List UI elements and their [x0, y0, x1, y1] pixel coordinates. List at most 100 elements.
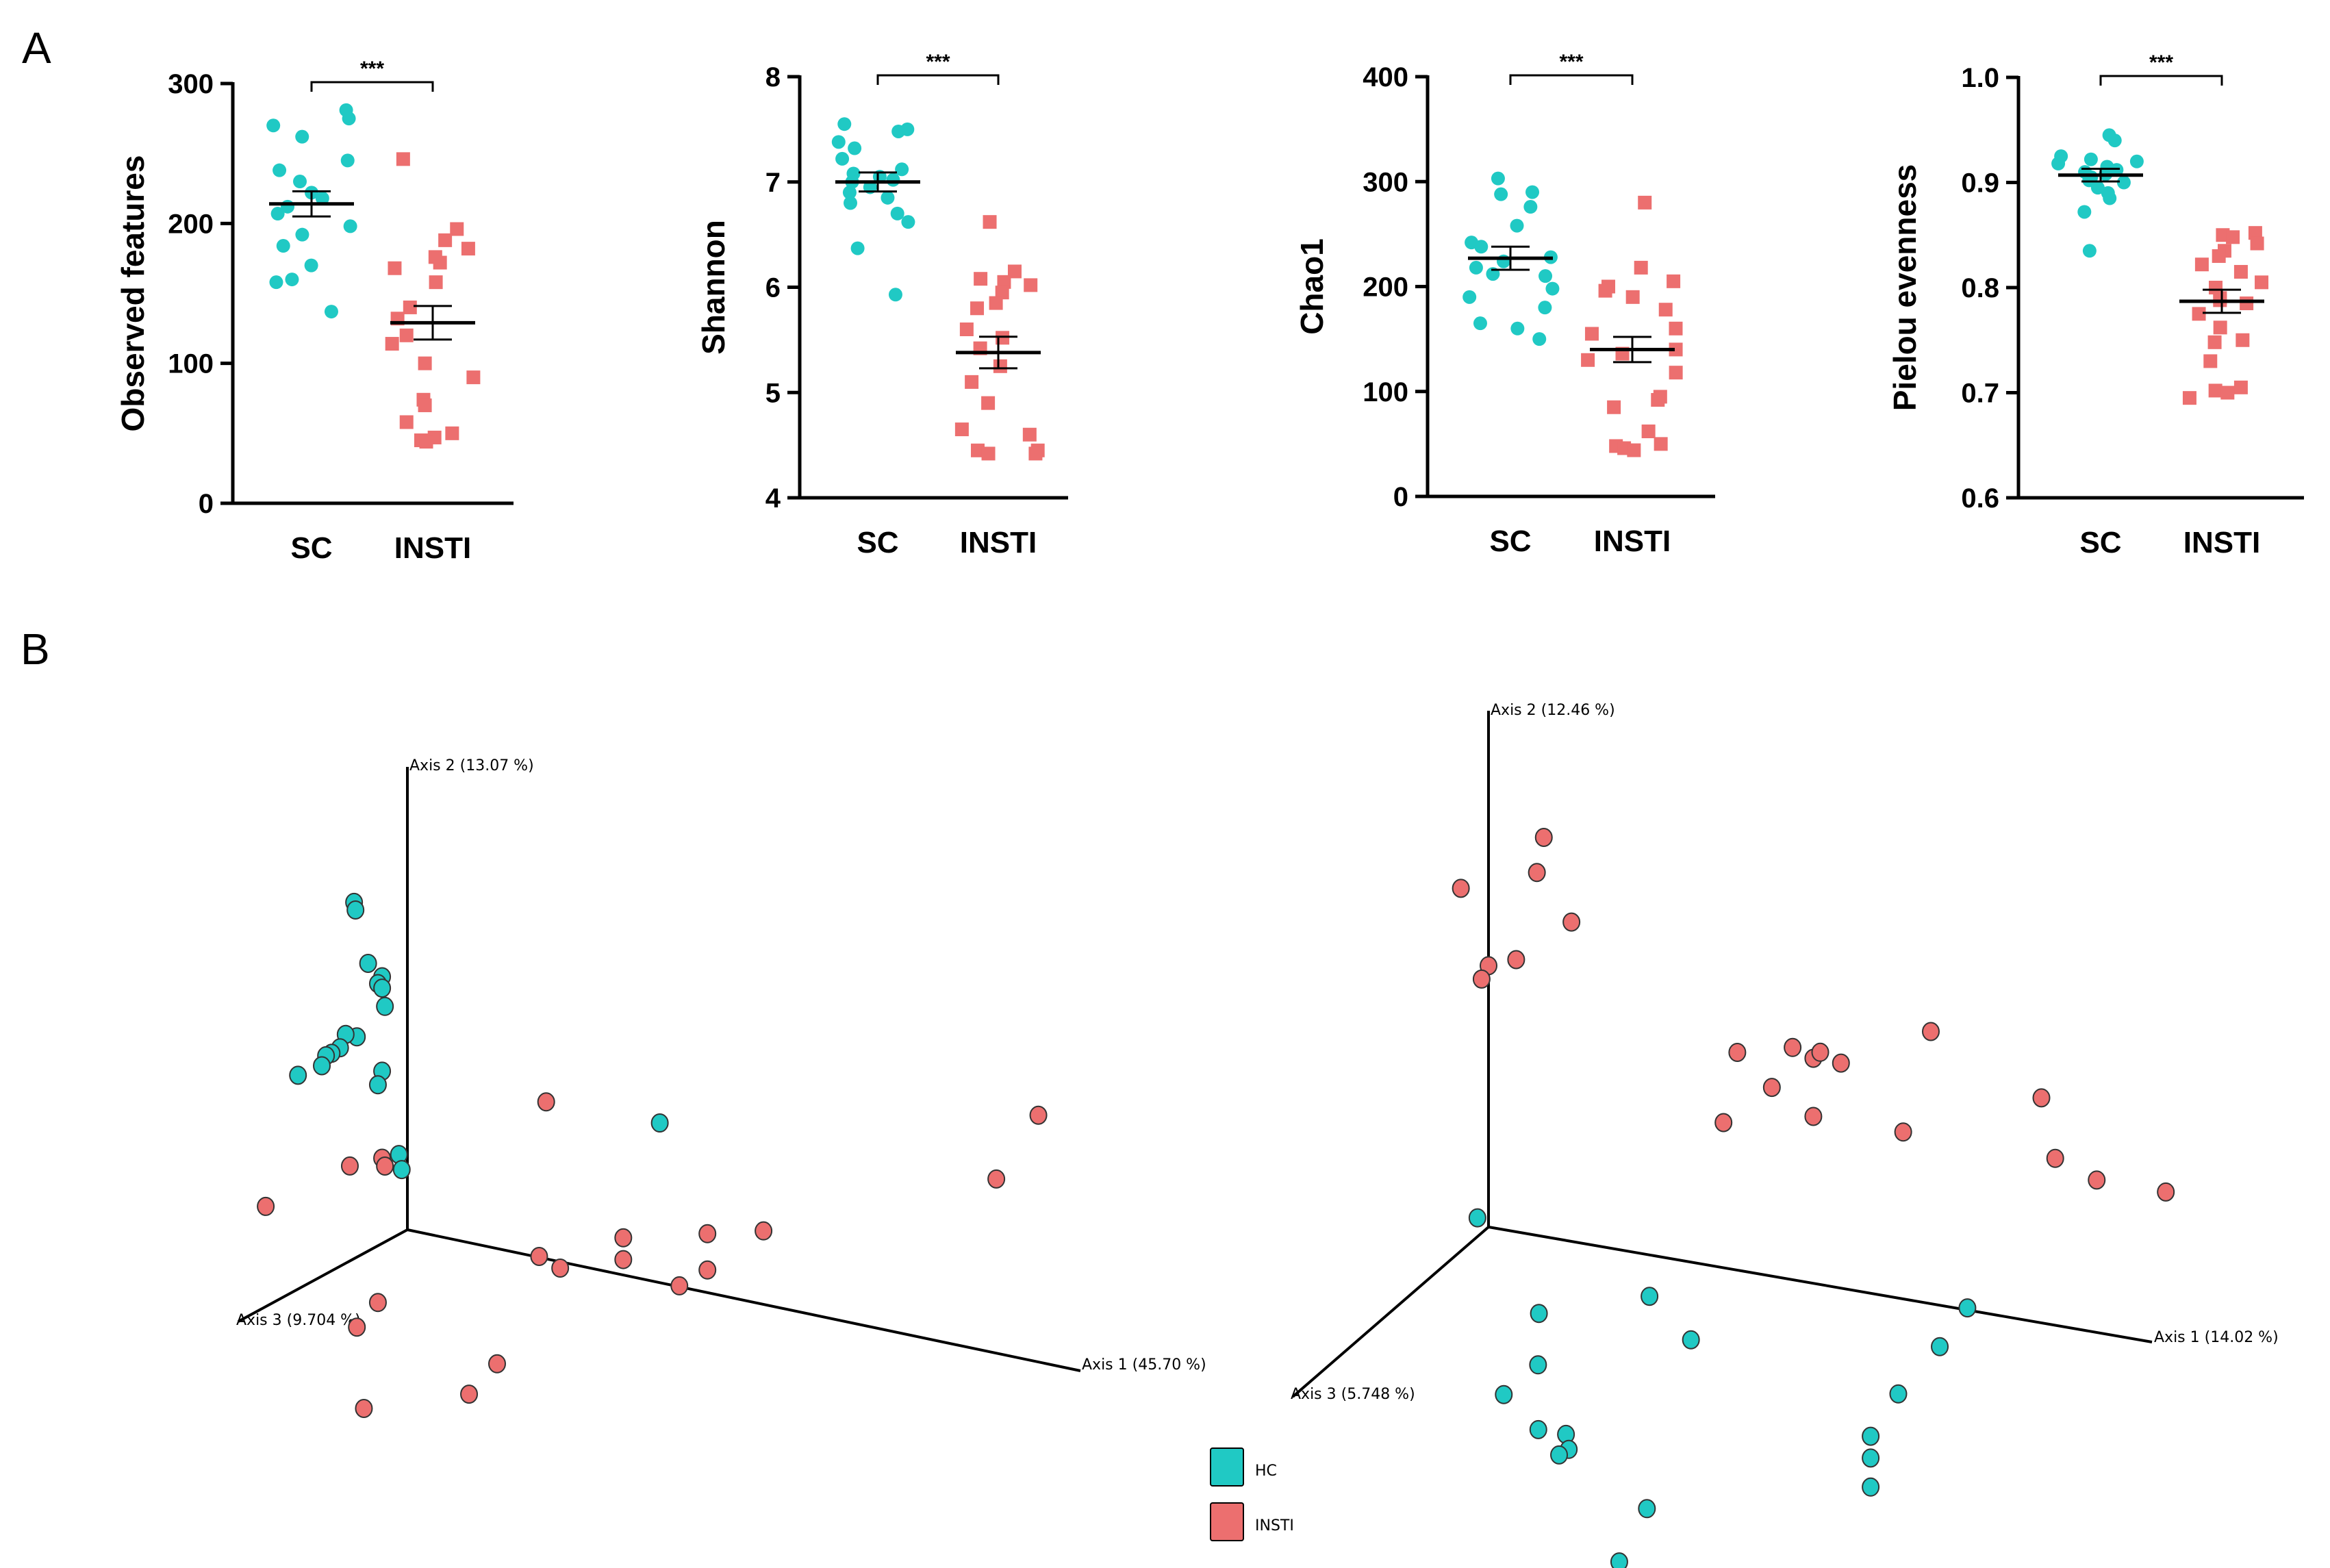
data-point-sc: [2116, 175, 2131, 190]
pcoa-plot-2: Axis 1 (14.02 %) Axis 2 (12.46 %) Axis 3 (…: [1291, 702, 2279, 1568]
pcoa-point-hc: [1495, 1384, 1513, 1404]
pcoa-point-hc: [1889, 1384, 1908, 1404]
x-category-label: SC: [857, 526, 898, 559]
significance-stars: ***: [2149, 51, 2173, 74]
pcoa-point-insti: [1528, 863, 1546, 883]
y-tick-label: 300: [1363, 167, 1408, 197]
pcoa-point-insti: [488, 1354, 507, 1374]
data-point-insti: [2226, 230, 2240, 244]
data-point-insti: [403, 300, 417, 314]
data-point-sc: [1525, 185, 1540, 199]
y-tick-label: 5: [765, 378, 781, 408]
significance-stars: ***: [1559, 51, 1583, 73]
pcoa-point-insti: [987, 1169, 1006, 1189]
pcoa-plot-1: Axis 1 (45.70 %) Axis 2 (13.07 %) Axis 3 (…: [236, 757, 1206, 1418]
data-point-insti: [2192, 307, 2206, 321]
legend: HC INSTI: [1210, 1447, 1294, 1541]
pcoa-point-hc: [1468, 1208, 1486, 1228]
pcoa-point-insti: [1922, 1022, 1940, 1041]
pcoa-point-hc: [376, 996, 394, 1016]
data-point-sc: [890, 206, 904, 220]
data-point-insti: [2248, 226, 2262, 240]
data-point-insti: [965, 375, 979, 389]
data-point-sc: [1538, 269, 1553, 283]
data-point-insti: [2240, 296, 2254, 311]
alpha-diversity-plots: 0 100 200 300 SC INSTI Observed features *** 4 5 6…: [115, 51, 2304, 565]
data-point-insti: [1022, 427, 1037, 442]
pcoa-point-hc: [289, 1065, 307, 1085]
data-point-sc: [1545, 281, 1560, 296]
pcoa-point-insti: [1714, 1113, 1733, 1133]
pcoa-point-insti: [1894, 1122, 1912, 1142]
significance-stars: ***: [360, 58, 384, 80]
pcoa-point-insti: [257, 1196, 275, 1216]
pcoa-point-hc: [373, 978, 392, 998]
panel-label-b: B: [21, 624, 50, 674]
data-point-insti: [399, 415, 414, 429]
data-point-insti: [433, 255, 447, 270]
panel-label-a: A: [22, 23, 51, 73]
y-tick-label: 200: [168, 209, 214, 239]
data-point-insti: [2209, 281, 2223, 294]
pcoa-point-hc: [392, 1160, 411, 1180]
pcoa-axis-2-label: Axis 2 (13.07 %): [409, 757, 534, 774]
data-point-insti: [388, 261, 402, 275]
data-point-sc: [273, 163, 287, 177]
data-point-insti: [1024, 278, 1038, 292]
dot-plot-2: 4 5 6 7 8 SC INSTI Shannon ***: [696, 51, 1068, 559]
data-point-insti: [445, 426, 459, 440]
data-point-insti: [2203, 354, 2218, 368]
pcoa-point-insti: [2046, 1148, 2064, 1168]
data-point-insti: [2250, 236, 2264, 251]
y-tick-label: 6: [765, 273, 781, 303]
data-point-insti: [970, 301, 985, 316]
data-point-sc: [2107, 134, 2122, 148]
pcoa-point-insti: [1507, 950, 1525, 970]
pcoa-point-hc: [1958, 1298, 1977, 1318]
data-point-sc: [342, 112, 356, 126]
pcoa-point-insti: [1472, 969, 1491, 989]
pcoa-point-hc: [313, 1056, 331, 1076]
x-category-label: SC: [290, 531, 332, 565]
data-point-sc: [266, 118, 281, 133]
data-point-sc: [1474, 240, 1489, 254]
data-point-insti: [1669, 366, 1683, 380]
significance-bracket: [876, 74, 1000, 85]
data-point-insti: [1641, 424, 1656, 438]
pcoa-point-insti: [348, 1317, 366, 1337]
pcoa-point-insti: [1534, 828, 1553, 847]
data-point-insti: [1651, 393, 1665, 407]
data-point-insti: [2207, 335, 2222, 349]
data-point-insti: [1627, 443, 1641, 457]
x-category-label: INSTI: [960, 526, 1037, 559]
pcoa-point-insti: [1804, 1107, 1823, 1126]
pcoa-point-insti: [614, 1228, 633, 1248]
data-point-insti: [1658, 303, 1673, 317]
data-point-insti: [385, 337, 399, 351]
pcoa-point-insti: [1811, 1042, 1829, 1062]
significance-bracket: [1509, 74, 1634, 85]
data-point-insti: [1634, 260, 1648, 275]
pcoa-point-insti: [1832, 1053, 1850, 1073]
pcoa-point-insti: [1452, 878, 1470, 898]
pcoa-point-hc: [346, 900, 365, 920]
data-point-insti: [2236, 333, 2250, 347]
pcoa-point-hc: [359, 954, 377, 974]
data-point-insti: [461, 242, 475, 256]
data-point-sc: [293, 175, 307, 189]
data-point-sc: [901, 215, 915, 229]
pcoa-point-hc: [1610, 1552, 1628, 1568]
data-point-sc: [315, 191, 329, 205]
data-point-insti: [2233, 380, 2248, 394]
pcoa-point-hc: [1529, 1355, 1547, 1375]
data-point-sc: [295, 129, 309, 144]
data-point-insti: [1638, 195, 1652, 210]
data-point-sc: [1462, 290, 1477, 304]
pcoa-point-insti: [698, 1260, 717, 1280]
data-point-sc: [848, 141, 862, 155]
y-tick-label: 8: [765, 62, 781, 92]
data-point-sc: [1491, 171, 1505, 186]
data-point-insti: [1625, 290, 1640, 304]
data-point-insti: [2233, 264, 2248, 279]
